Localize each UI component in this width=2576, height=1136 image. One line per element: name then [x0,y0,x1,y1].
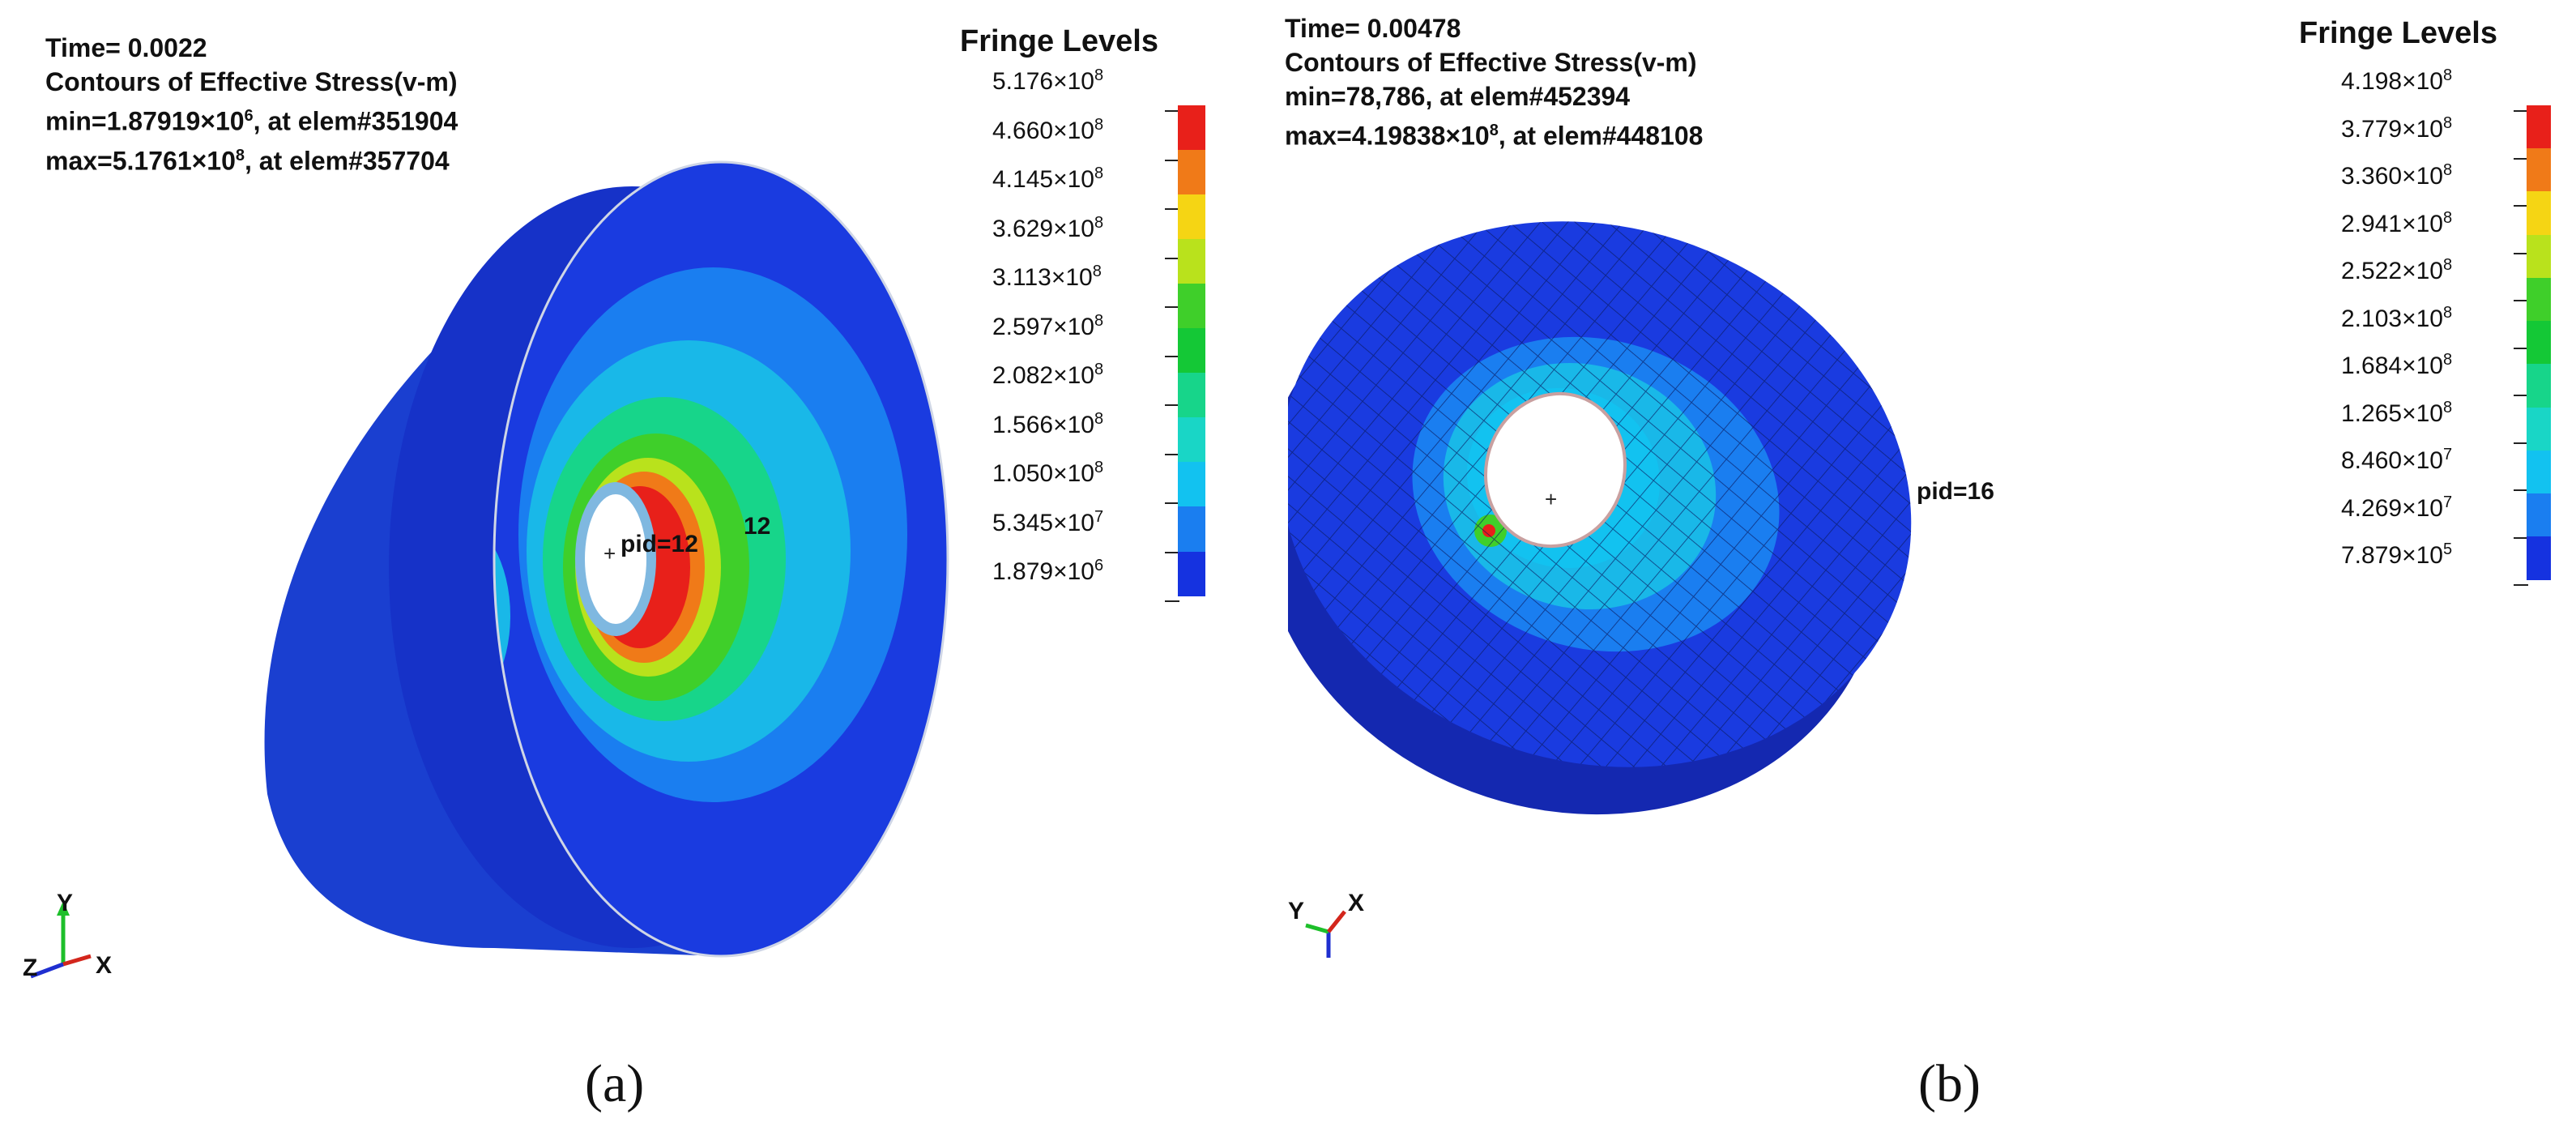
fringe-color-segment [2527,234,2551,278]
fringe-color-segment [1178,506,1205,552]
panel-b: + Time= 0.00478 Contours of Effective St… [1285,0,2576,1136]
fringe-tick [1165,208,1179,210]
fringe-color-segment [1178,150,1205,195]
fringe-color-segment [1178,462,1205,507]
fringe-tick [1165,257,1179,259]
fringe-tick [2514,110,2528,112]
fringe-color-segment [2527,493,2551,537]
fringe-tick [2514,536,2528,539]
fringe-level-label: 3.113×108 [992,263,1102,291]
axis-x-label-a: X [96,952,113,979]
fringe-tick [2514,489,2528,491]
time-text-b: Time= 0.00478 [1285,14,1461,43]
fringe-color-segment [1178,284,1205,329]
fringe-level-label: 3.360×108 [2341,161,2453,190]
fringe-level-label: 2.082×108 [992,361,1104,389]
fringe-level-label: 5.176×108 [992,66,1104,95]
fringe-level-label: 5.345×107 [992,507,1104,536]
fringe-tick [2514,252,2528,254]
fringe-tick [1165,600,1179,602]
fringe-level-label: 7.879×105 [2341,540,2453,569]
fringe-color-segment [1178,105,1205,151]
legend-title-a: Fringe Levels [960,24,1158,58]
fringe-level-label: 8.460×107 [2341,446,2453,474]
fringe-color-segment [1178,417,1205,463]
fringe-level-label: 1.050×108 [992,459,1104,487]
contour-text-b: Contours of Effective Stress(v-m) [1285,48,1697,77]
fringe-level-label: 4.145×108 [992,164,1104,193]
fringe-tick [2514,584,2528,586]
caption-a: (a) [585,1054,645,1113]
fringe-level-label: 4.198×108 [2341,66,2453,95]
panel-a: + Time= 0.0022 Contours of Effective Str… [23,24,1205,1113]
axis-x-label-b: X [1348,890,1365,916]
fringe-tick [1165,453,1179,455]
min-text-b: min=78,786, at elem#452394 [1285,82,1631,111]
axis-y-label-a: Y [57,890,74,916]
disc-model-b: + [1288,221,1912,815]
fringe-level-label: 2.941×108 [2341,208,2453,237]
min-text-a: min=1.87919×106, at elem#351904 [45,106,458,136]
fringe-level-label: 2.103×108 [2341,303,2453,332]
fringe-color-segment [2527,407,2551,451]
time-text-a: Time= 0.0022 [45,33,207,62]
fringe-level-label: 4.269×107 [2341,493,2453,522]
caption-b: (b) [1918,1054,1981,1113]
fringe-level-label: 1.566×108 [992,409,1104,438]
fringe-tick [2514,442,2528,444]
max-text-a: max=5.1761×108, at elem#357704 [45,146,450,176]
fringe-tick [1165,404,1179,406]
fringe-tick [2514,205,2528,207]
disc-model-a: + [264,160,949,958]
fringe-color-segment [2527,191,2551,235]
fringe-color-segment [1178,373,1205,418]
fringe-level-label: 3.629×108 [992,213,1104,242]
fringe-color-segment [1178,239,1205,284]
fringe-color-segment [1178,194,1205,240]
contour-text-a: Contours of Effective Stress(v-m) [45,67,458,96]
fringe-color-segment [2527,277,2551,322]
fringe-tick [1165,306,1179,308]
fringe-tick [1165,551,1179,553]
fringe-tick [1165,159,1179,161]
axis-y-label-b: Y [1288,898,1305,925]
fringe-color-segment [2527,536,2551,580]
fringe-level-label: 1.684×108 [2341,351,2453,379]
part-label-a: pid=12 [621,531,698,557]
part-label-b: pid=16 [1917,478,1994,505]
fringe-level-label: 4.660×108 [992,115,1104,144]
fringe-level-label: 3.779×108 [2341,113,2453,143]
fringe-tick [2514,300,2528,301]
fringe-color-segment [2527,105,2551,149]
fringe-tick [2514,157,2528,160]
part-label-a-secondary: 12 [744,513,771,540]
fringe-tick [1165,110,1179,112]
fringe-tick [1165,502,1179,504]
fringe-tick [1165,355,1179,357]
fringe-tick [2514,347,2528,349]
fringe-color-segment [2527,148,2551,192]
fringe-color-segment [1178,328,1205,374]
legend-title-b: Fringe Levels [2299,16,2497,50]
fringe-color-segment [2527,450,2551,494]
max-text-b: max=4.19838×108, at elem#448108 [1285,121,1704,151]
fringe-color-segment [2527,364,2551,408]
fringe-tick [2514,395,2528,396]
info-block-a: Time= 0.0022 Contours of Effective Stres… [45,31,458,177]
fringe-color-segment [1178,551,1205,596]
fringe-level-label: 1.265×108 [2341,398,2453,427]
fringe-level-label: 2.597×108 [992,311,1104,340]
fringe-level-label: 1.879×106 [992,557,1104,585]
axis-z-label-a: Z [23,954,38,981]
node-marker-b: + [1545,487,1557,511]
fringe-level-label: 2.522×108 [2341,256,2453,284]
info-block-b: Time= 0.00478 Contours of Effective Stre… [1285,11,1703,153]
node-marker-a: + [603,541,616,566]
fringe-color-segment [2527,321,2551,365]
